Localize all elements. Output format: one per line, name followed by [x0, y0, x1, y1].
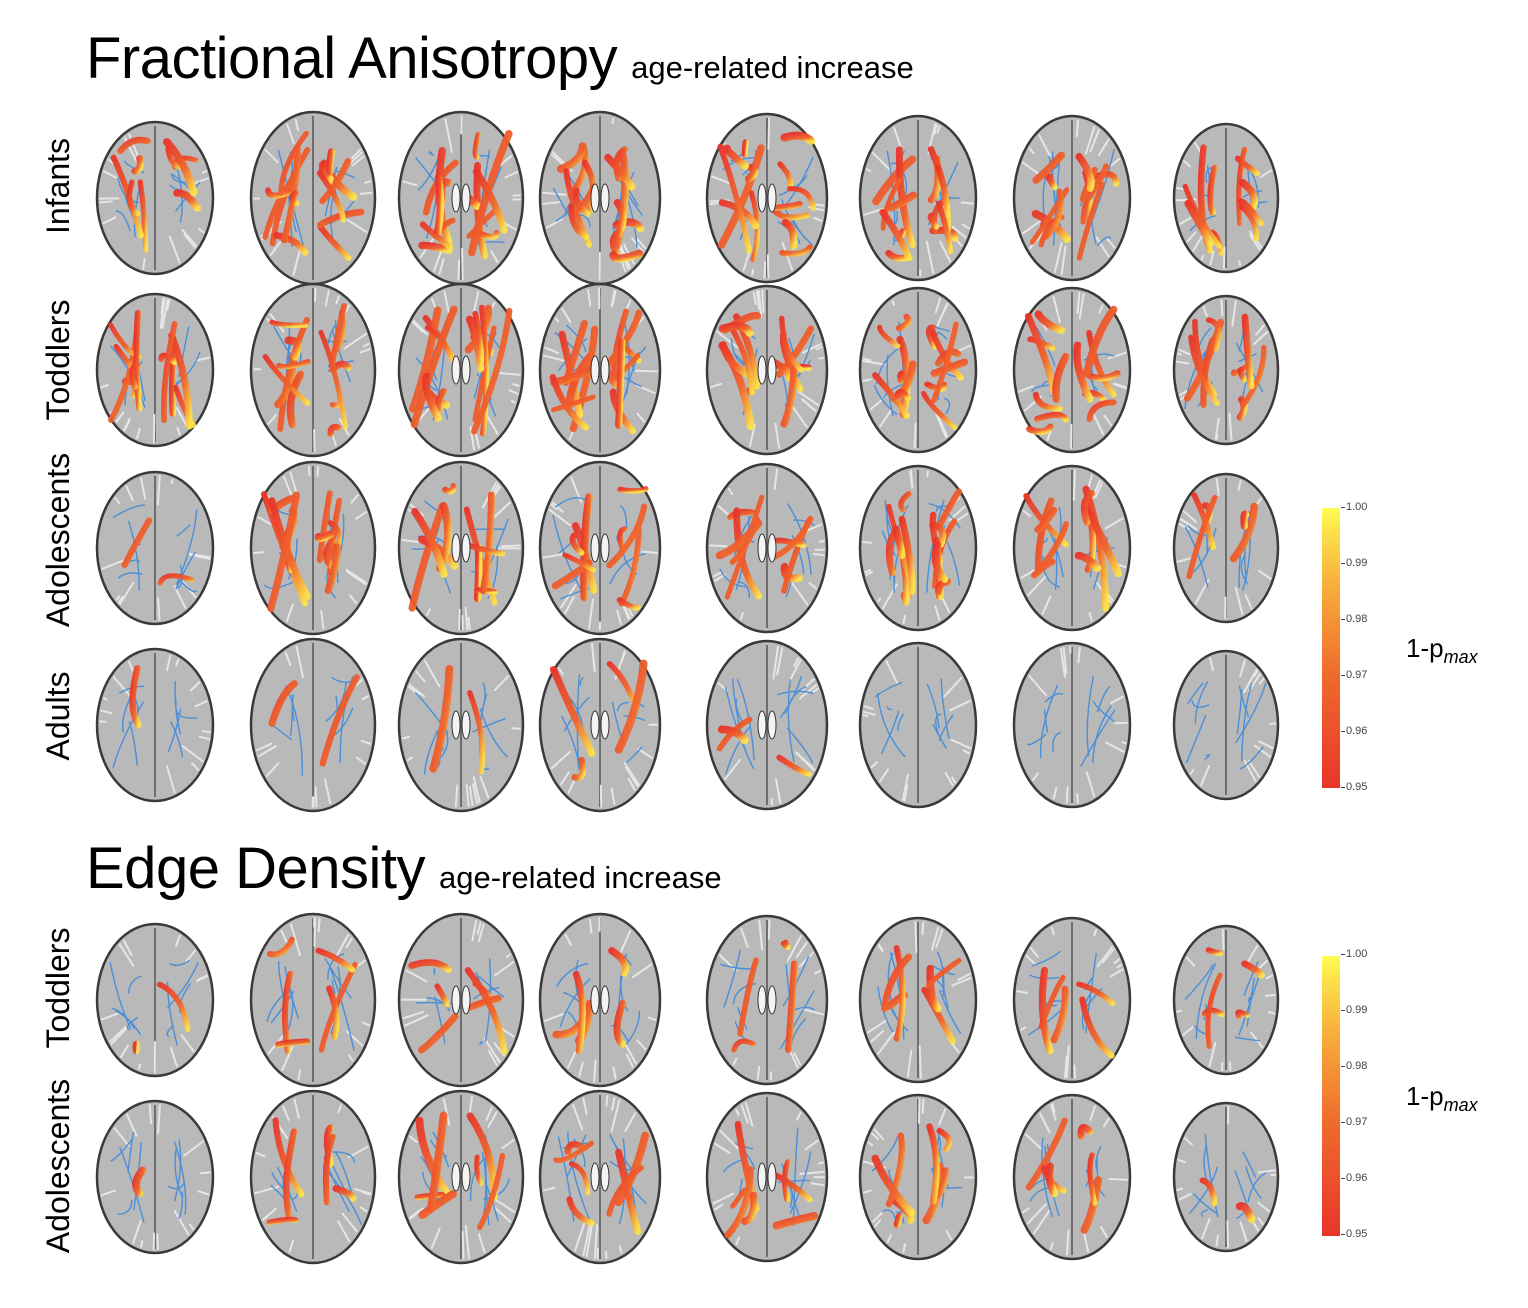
colorbar-tick: 0.96 [1340, 1172, 1368, 1184]
brain-slice [397, 637, 525, 813]
brain-slice [1172, 649, 1280, 801]
brain-slice [858, 114, 978, 282]
brain-slice [249, 637, 377, 813]
brain-slice [249, 110, 377, 286]
colorbar-tick: 0.99 [1340, 557, 1368, 569]
brain-slice [858, 916, 978, 1084]
panel-title-ed: Edge Density age-related increase [86, 840, 722, 898]
brain-slice [538, 1089, 662, 1265]
brain-slice [1012, 641, 1132, 809]
brain-slice [705, 1091, 829, 1263]
brain-slice [705, 639, 829, 811]
brain-slice [397, 110, 525, 286]
colorbar-tick: 1.00 [1340, 948, 1368, 960]
brain-slice [1172, 294, 1280, 446]
colorbar-tick: 0.96 [1340, 725, 1368, 737]
brain-slice [858, 641, 978, 809]
brain-slice [397, 1089, 525, 1265]
brain-slice [249, 282, 377, 458]
panel-title-main: Edge Density [86, 836, 425, 901]
colorbar [1322, 508, 1340, 788]
colorbar-tick: 0.95 [1340, 781, 1368, 793]
brain-slice [538, 637, 662, 813]
brain-slice [249, 460, 377, 636]
brain-slice [705, 462, 829, 634]
brain-slice [95, 292, 215, 448]
brain-slice [1172, 122, 1280, 274]
brain-slice [1012, 286, 1132, 454]
brain-slice [538, 460, 662, 636]
colorbar-tick: 0.99 [1340, 1004, 1368, 1016]
brain-slice [1012, 916, 1132, 1084]
colorbar-tick: 0.98 [1340, 1060, 1368, 1072]
brain-slice [705, 914, 829, 1086]
panel-subtitle: age-related increase [438, 860, 722, 895]
brain-slice [95, 1099, 215, 1255]
brain-slice [95, 922, 215, 1078]
brain-slice [858, 464, 978, 632]
brain-slice [95, 120, 215, 276]
brain-slice [1172, 472, 1280, 624]
colorbar-tick: 0.97 [1340, 1116, 1368, 1128]
brain-slice [858, 1093, 978, 1261]
colorbar-tick: 0.97 [1340, 669, 1368, 681]
panel-title-main: Fractional Anisotropy [86, 26, 618, 91]
colorbar [1322, 956, 1340, 1236]
panel-subtitle: age-related increase [631, 50, 914, 85]
brain-slice [1012, 114, 1132, 282]
colorbar-tick: 1.00 [1340, 501, 1368, 513]
panel-title-fa: Fractional Anisotropy age-related increas… [86, 30, 914, 88]
brain-slice [538, 912, 662, 1088]
brain-slice [397, 460, 525, 636]
brain-slice [249, 912, 377, 1088]
brain-slice [397, 912, 525, 1088]
brain-slice [1172, 1101, 1280, 1253]
brain-slice [538, 282, 662, 458]
colorbar-tick: 0.95 [1340, 1228, 1368, 1240]
brain-slice [705, 284, 829, 456]
brain-slice [858, 286, 978, 454]
brain-slice [705, 112, 829, 284]
colorbar-label: 1-pmax [1406, 1081, 1478, 1116]
brain-slice [249, 1089, 377, 1265]
colorbar-label: 1-pmax [1406, 633, 1478, 668]
brain-slice [1012, 464, 1132, 632]
brain-slice [397, 282, 525, 458]
brain-slice [95, 470, 215, 626]
colorbar-tick: 0.98 [1340, 613, 1368, 625]
brain-slice [1172, 924, 1280, 1076]
brain-slice [95, 647, 215, 803]
brain-slice [538, 110, 662, 286]
brain-slice [1012, 1093, 1132, 1261]
